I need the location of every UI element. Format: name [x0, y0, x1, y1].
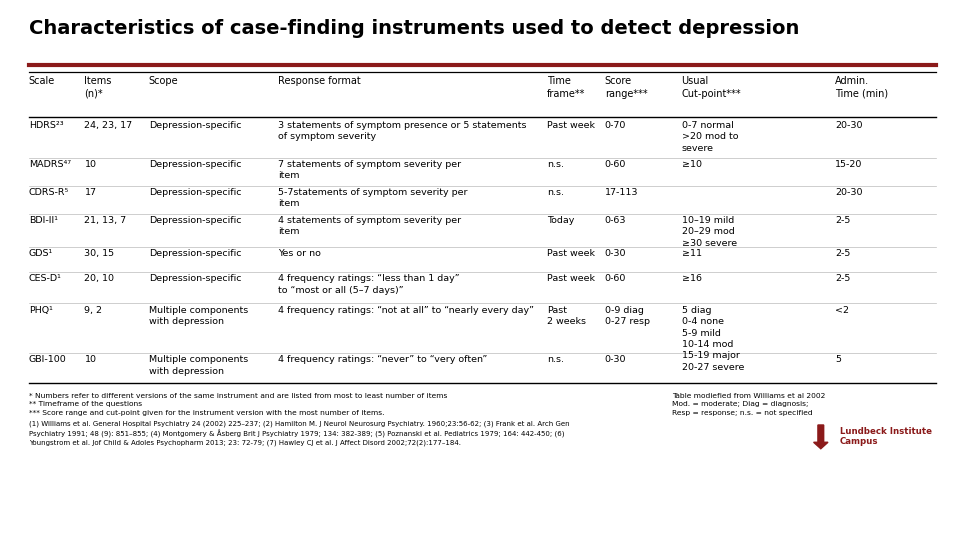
Text: Mod. = moderate; Diag = diagnosis;: Mod. = moderate; Diag = diagnosis; — [672, 401, 808, 407]
Text: 0-70: 0-70 — [605, 121, 626, 130]
Text: Today: Today — [547, 216, 575, 225]
Text: Usual
Cut-point***: Usual Cut-point*** — [682, 76, 741, 99]
Text: PHQ¹: PHQ¹ — [29, 306, 53, 315]
Text: 24, 23, 17: 24, 23, 17 — [84, 121, 132, 130]
Text: GBI-100: GBI-100 — [29, 355, 66, 364]
Text: ≥11: ≥11 — [682, 249, 702, 259]
Text: n.s.: n.s. — [547, 160, 564, 169]
Text: Past week: Past week — [547, 249, 595, 259]
Text: 2-5: 2-5 — [835, 274, 851, 284]
Text: Lundbeck Institute: Lundbeck Institute — [840, 427, 932, 436]
Text: 17: 17 — [84, 188, 96, 197]
Text: Past week: Past week — [547, 274, 595, 284]
Text: Multiple components
with depression: Multiple components with depression — [149, 306, 248, 326]
Text: 10: 10 — [84, 160, 96, 169]
Text: Multiple components
with depression: Multiple components with depression — [149, 355, 248, 376]
Text: Scope: Scope — [149, 76, 179, 86]
Text: n.s.: n.s. — [547, 355, 564, 364]
Text: Resp = response; n.s. = not specified: Resp = response; n.s. = not specified — [672, 410, 812, 416]
Text: 4 statements of symptom severity per
item: 4 statements of symptom severity per ite… — [278, 216, 462, 237]
Text: Depression-specific: Depression-specific — [149, 274, 241, 284]
Text: Past week: Past week — [547, 121, 595, 130]
Text: 30, 15: 30, 15 — [84, 249, 114, 259]
Text: Depression-specific: Depression-specific — [149, 249, 241, 259]
Text: Score
range***: Score range*** — [605, 76, 647, 99]
Text: Time
frame**: Time frame** — [547, 76, 586, 99]
Text: Yes or no: Yes or no — [278, 249, 322, 259]
Text: 0-63: 0-63 — [605, 216, 626, 225]
Text: 2-5: 2-5 — [835, 216, 851, 225]
Text: 0-9 diag
0-27 resp: 0-9 diag 0-27 resp — [605, 306, 650, 326]
Text: 10: 10 — [84, 355, 96, 364]
Text: 3 statements of symptom presence or 5 statements
of symptom severity: 3 statements of symptom presence or 5 st… — [278, 121, 527, 141]
Text: Depression-specific: Depression-specific — [149, 160, 241, 169]
Text: 20, 10: 20, 10 — [84, 274, 114, 284]
Text: Depression-specific: Depression-specific — [149, 216, 241, 225]
Text: Scale: Scale — [29, 76, 55, 86]
Text: Admin.
Time (min): Admin. Time (min) — [835, 76, 888, 99]
Text: 0-30: 0-30 — [605, 249, 626, 259]
Text: 0-60: 0-60 — [605, 274, 626, 284]
Text: 4 frequency ratings: “less than 1 day”
to “most or all (5–7 days)”: 4 frequency ratings: “less than 1 day” t… — [278, 274, 460, 295]
Text: 9, 2: 9, 2 — [84, 306, 103, 315]
Text: ≥16: ≥16 — [682, 274, 702, 284]
Text: Table modiefied from Williams et al 2002: Table modiefied from Williams et al 2002 — [672, 393, 826, 399]
Text: <2: <2 — [835, 306, 850, 315]
Text: ≥10: ≥10 — [682, 160, 702, 169]
Text: BDI-II¹: BDI-II¹ — [29, 216, 58, 225]
Text: 0-7 normal
>20 mod to
severe: 0-7 normal >20 mod to severe — [682, 121, 738, 153]
Text: * Numbers refer to different versions of the same instrument and are listed from: * Numbers refer to different versions of… — [29, 393, 447, 399]
Text: 0-60: 0-60 — [605, 160, 626, 169]
Text: Depression-specific: Depression-specific — [149, 188, 241, 197]
Text: Characteristics of case-finding instruments used to detect depression: Characteristics of case-finding instrume… — [29, 19, 799, 38]
Text: 21, 13, 7: 21, 13, 7 — [84, 216, 127, 225]
Text: 20-30: 20-30 — [835, 121, 863, 130]
Text: Campus: Campus — [840, 437, 878, 446]
Text: Response format: Response format — [278, 76, 361, 86]
Text: 0-30: 0-30 — [605, 355, 626, 364]
Text: MADRS⁴⁷: MADRS⁴⁷ — [29, 160, 71, 169]
Text: 5: 5 — [835, 355, 841, 364]
FancyArrow shape — [814, 425, 828, 449]
Text: 2-5: 2-5 — [835, 249, 851, 259]
Text: 10–19 mild
20–29 mod
≥30 severe: 10–19 mild 20–29 mod ≥30 severe — [682, 216, 736, 248]
Text: Past
2 weeks: Past 2 weeks — [547, 306, 587, 326]
Text: n.s.: n.s. — [547, 188, 564, 197]
Text: Depression-specific: Depression-specific — [149, 121, 241, 130]
Text: 7 statements of symptom severity per
item: 7 statements of symptom severity per ite… — [278, 160, 462, 180]
Text: 15-20: 15-20 — [835, 160, 863, 169]
Text: 4 frequency ratings: “never” to “very often”: 4 frequency ratings: “never” to “very of… — [278, 355, 488, 364]
Text: HDRS²³: HDRS²³ — [29, 121, 63, 130]
Text: CES-D¹: CES-D¹ — [29, 274, 61, 284]
Text: 5 diag
0-4 none
5-9 mild
10-14 mod
15-19 major
20-27 severe: 5 diag 0-4 none 5-9 mild 10-14 mod 15-19… — [682, 306, 744, 372]
Text: *** Score range and cut-point given for the instrument version with the most num: *** Score range and cut-point given for … — [29, 410, 384, 416]
Text: 5-7statements of symptom severity per
item: 5-7statements of symptom severity per it… — [278, 188, 468, 208]
Text: 17-113: 17-113 — [605, 188, 638, 197]
Text: Items
(n)*: Items (n)* — [84, 76, 112, 99]
Text: CDRS-R⁵: CDRS-R⁵ — [29, 188, 69, 197]
Text: ** Timeframe of the questions: ** Timeframe of the questions — [29, 401, 142, 407]
Text: 4 frequency ratings: “not at all” to “nearly every day”: 4 frequency ratings: “not at all” to “ne… — [278, 306, 535, 315]
Text: (1) Williams et al. General Hospital Psychiatry 24 (2002) 225–237; (2) Hamilton : (1) Williams et al. General Hospital Psy… — [29, 421, 569, 446]
Text: GDS¹: GDS¹ — [29, 249, 53, 259]
Text: 20-30: 20-30 — [835, 188, 863, 197]
